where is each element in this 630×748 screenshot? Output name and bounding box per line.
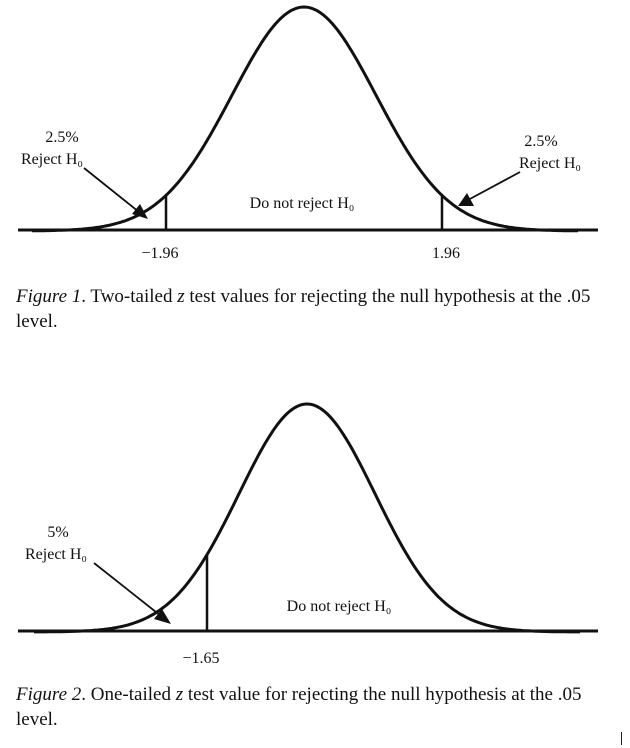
figure2-caption-text-a: . One-tailed <box>81 684 176 705</box>
figure2-left-reject-label: Reject H₀ <box>25 546 87 563</box>
figure1-center-label: Do not reject H₀ <box>250 195 355 212</box>
figure1-right-arrowhead <box>458 193 474 206</box>
figure2-caption-z: z <box>175 684 184 705</box>
figure1-diagram: 2.5% Reject H₀ 2.5% Reject H₀ Do not rej… <box>18 5 598 262</box>
figure2-left-percent: 5% <box>47 524 68 541</box>
figure1-left-percent: 2.5% <box>45 129 78 146</box>
figure1-left-arrowhead <box>132 204 148 219</box>
figure2-caption: Figure 2. One-tailed z test value for re… <box>16 682 616 732</box>
figure1-caption-z: z <box>177 286 185 307</box>
figure2-caption-text-b: test value for rejecting the null hypoth… <box>16 684 582 730</box>
figure1-right-percent: 2.5% <box>524 133 557 150</box>
figure1-left-reject-label: Reject H₀ <box>21 151 83 168</box>
edge-mark <box>621 732 622 745</box>
figure2-center-label: Do not reject H₀ <box>287 598 392 615</box>
figure1-caption-number: Figure 1 <box>16 286 82 307</box>
figure1-caption-text-b: test values for rejecting the null hypot… <box>16 286 591 332</box>
figure2-normal-curve <box>34 402 580 634</box>
figure1-normal-curve <box>32 5 578 233</box>
figure2-caption-number: Figure 2 <box>16 684 82 705</box>
figure2-left-arrowhead <box>154 609 171 624</box>
figure1-right-critical-value: 1.96 <box>432 245 460 262</box>
figure1-left-critical-value: −1.96 <box>141 245 178 262</box>
figure1-caption: Figure 1. Two-tailed z test values for r… <box>16 284 616 334</box>
figure2-left-arrow <box>93 562 162 617</box>
figure1-caption-text-a: . Two-tailed <box>81 286 178 307</box>
figure2-left-critical-value: −1.65 <box>182 650 219 667</box>
figure2-diagram: 5% Reject H₀ Do not reject H₀ −1.65 <box>18 402 598 667</box>
figure1-right-reject-label: Reject H₀ <box>519 155 581 172</box>
figure1-right-arrow <box>467 171 521 201</box>
figure1-left-arrow <box>83 167 140 213</box>
